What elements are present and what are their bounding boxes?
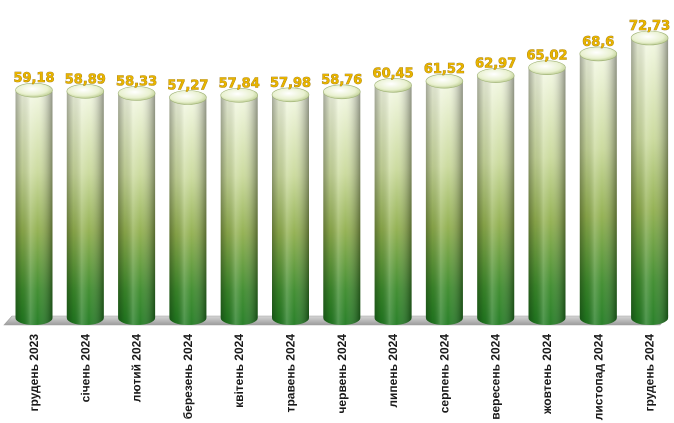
bar-shading: [579, 53, 617, 325]
bar-shading: [15, 90, 53, 325]
bar-6: 58,76 червень 2024: [321, 72, 363, 414]
bar-cap: [528, 60, 566, 75]
bar-1: 58,89 січень 2024: [64, 72, 106, 403]
bar-10: 65,02 жовтень 2024: [526, 48, 568, 415]
category-label: червень 2024: [335, 334, 349, 414]
bar-9: 62,97 вересень 2024: [475, 56, 517, 420]
value-label: 58,33: [116, 74, 157, 89]
category-label: грудень 2023: [27, 334, 41, 412]
value-label: 57,27: [167, 79, 208, 94]
category-label: серпень 2024: [437, 334, 451, 414]
value-label: 59,18: [13, 71, 54, 86]
bar-2: 58,33 лютий 2024: [116, 74, 158, 403]
bar-shading: [66, 91, 104, 325]
category-label: грудень 2024: [643, 334, 657, 412]
value-label: 60,45: [373, 66, 414, 81]
category-label: січень 2024: [78, 334, 92, 403]
bar-shading: [631, 37, 669, 325]
bar-cap: [425, 73, 464, 89]
value-label: 65,02: [526, 49, 567, 64]
bar-cap: [117, 86, 156, 101]
bar-cap: [66, 83, 105, 99]
bar-shading: [169, 97, 207, 325]
bar-shading: [220, 95, 258, 325]
bar-cap: [271, 87, 310, 103]
category-label: жовтень 2024: [540, 334, 554, 415]
bar-shading: [118, 93, 156, 325]
value-label: 62,97: [475, 57, 516, 72]
value-label: 57,98: [270, 76, 311, 91]
category-label: листопад 2024: [591, 334, 605, 421]
category-label: вересень 2024: [489, 334, 503, 420]
bar-shading: [528, 67, 566, 325]
bar-cap: [630, 30, 669, 46]
category-label: липень 2024: [386, 334, 400, 408]
bar-cap: [374, 77, 412, 93]
bar-cap: [220, 88, 258, 103]
bar-cap: [579, 46, 618, 62]
category-label: березень 2024: [181, 334, 195, 420]
bar-11: 68,6 листопад 2024: [579, 35, 618, 421]
bar-cap: [15, 82, 53, 98]
bar-cap: [476, 68, 515, 83]
bar-5: 57,98 травень 2024: [270, 75, 312, 413]
bar-7: 60,45 липень 2024: [372, 66, 414, 408]
bar-cap: [322, 84, 361, 100]
bars-group: 59,18 грудень 2023 58,89 січень 2024 58,33 лю…: [13, 19, 671, 421]
bar-0: 59,18 грудень 2023: [13, 71, 55, 412]
bar-shading: [477, 75, 515, 326]
value-label: 58,89: [65, 72, 106, 87]
value-label: 57,84: [219, 76, 260, 91]
category-label: лютий 2024: [130, 334, 144, 403]
category-label: травень 2024: [284, 334, 298, 413]
bar-cap: [169, 90, 207, 105]
bar-shading: [374, 85, 412, 325]
bar-3: 57,27 березень 2024: [167, 78, 209, 420]
bar-shading: [272, 94, 309, 325]
value-label: 61,52: [424, 62, 465, 77]
bar-shading: [323, 91, 361, 325]
category-label: квітень 2024: [232, 334, 246, 408]
value-label: 68,6: [582, 35, 614, 50]
value-label: 58,76: [321, 73, 362, 88]
bar-4: 57,84 квітень 2024: [218, 76, 260, 408]
value-label: 72,73: [629, 19, 670, 34]
bar-8: 61,52 серпень 2024: [424, 62, 466, 414]
bar-shading: [425, 81, 463, 325]
bar-12: 72,73 грудень 2024: [629, 19, 671, 412]
